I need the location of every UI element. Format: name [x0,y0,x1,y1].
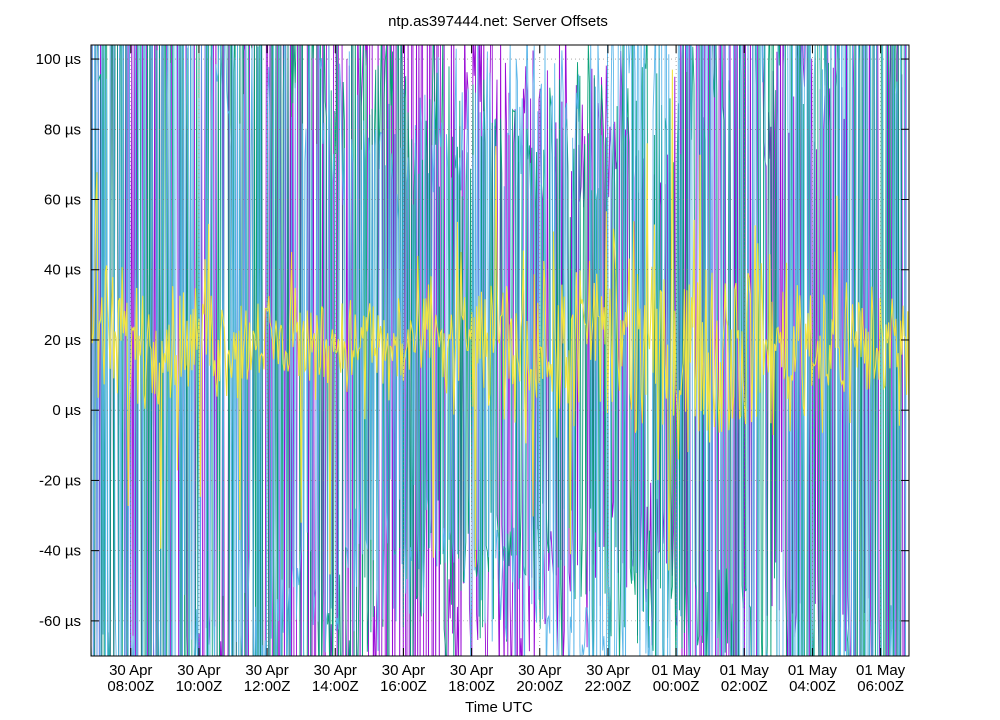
x-tick-label-time: 20:00Z [516,678,563,695]
x-tick-label-time: 02:00Z [721,678,768,695]
x-tick-label-time: 22:00Z [585,678,632,695]
x-tick-label-time: 16:00Z [380,678,427,695]
x-tick-label-time: 06:00Z [857,678,904,695]
x-tick-label-time: 08:00Z [107,678,154,695]
x-tick-label-date: 30 Apr [450,662,493,679]
x-tick-label-time: 10:00Z [176,678,223,695]
y-tick-label: -60 µs [39,613,81,630]
y-tick-label: 80 µs [44,121,81,138]
y-tick-label: 60 µs [44,192,81,209]
x-tick-label-time: 00:00Z [653,678,700,695]
x-tick-label-time: 18:00Z [448,678,495,695]
y-tick-label: 100 µs [36,51,81,68]
x-tick-label-date: 30 Apr [586,662,629,679]
y-tick-label: 20 µs [44,332,81,349]
x-tick-label-date: 01 May [856,662,906,679]
series-line-2 [91,45,906,656]
x-tick-label-date: 30 Apr [109,662,152,679]
x-tick-label-date: 01 May [720,662,770,679]
series-line-4 [91,69,909,575]
x-tick-label-time: 14:00Z [312,678,359,695]
x-tick-label-date: 01 May [788,662,838,679]
y-tick-label: -40 µs [39,543,81,560]
y-tick-label: 0 µs [52,402,81,419]
x-axis-label: Time UTC [465,699,533,716]
y-tick-label: 40 µs [44,262,81,279]
x-tick-label-date: 30 Apr [177,662,220,679]
x-tick-label-date: 30 Apr [382,662,425,679]
plot-frame [90,44,910,657]
x-tick-label-date: 30 Apr [314,662,357,679]
series-line-3 [91,45,907,656]
y-axis: 100 µs 80 µs 60 µs 40 µs 20 µs 0 µs -20 µs -40 … [36,51,909,630]
x-tick-label-time: 04:00Z [789,678,836,695]
x-tick-label-time: 12:00Z [244,678,291,695]
chart-title: ntp.as397444.net: Server Offsets [388,13,608,30]
x-tick-label-date: 30 Apr [245,662,288,679]
x-tick-label-date: 30 Apr [518,662,561,679]
plot-area [91,45,909,656]
grid [91,45,909,656]
x-tick-label-date: 01 May [651,662,701,679]
y-tick-label: -20 µs [39,472,81,489]
